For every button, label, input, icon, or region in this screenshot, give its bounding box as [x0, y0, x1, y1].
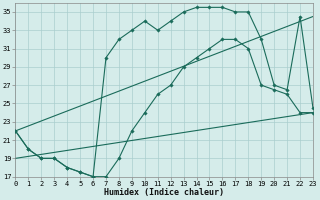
X-axis label: Humidex (Indice chaleur): Humidex (Indice chaleur) [104, 188, 224, 197]
